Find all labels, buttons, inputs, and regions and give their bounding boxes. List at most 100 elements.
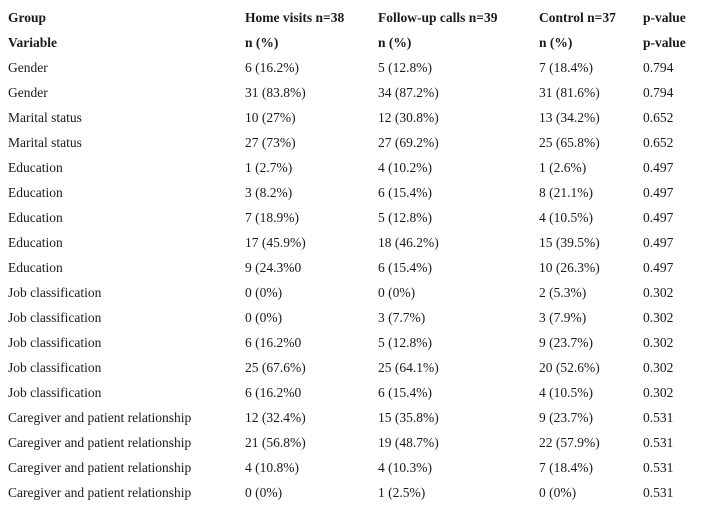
table-cell: 0.497 — [643, 235, 674, 250]
table-cell: 2 (5.3%) — [539, 285, 587, 300]
table-cell: 21 (56.8%) — [245, 435, 306, 450]
table-cell: 6 (15.4%) — [378, 260, 432, 275]
table-cell: Education — [8, 210, 63, 225]
table-cell: 15 (35.8%) — [378, 410, 439, 425]
table-cell: 6 (16.2%0 — [245, 335, 302, 350]
table-cell: Education — [8, 235, 63, 250]
table-cell: 20 (52.6%) — [539, 360, 600, 375]
table-cell: Job classification — [8, 335, 102, 350]
table-cell: 25 (64.1%) — [378, 360, 439, 375]
table-cell: 0 (0%) — [245, 485, 283, 500]
table-cell: 0.497 — [643, 185, 674, 200]
table-cell: 12 (32.4%) — [245, 410, 306, 425]
table-cell: 0.794 — [643, 60, 674, 75]
table-cell: 4 (10.5%) — [539, 385, 593, 400]
table-cell: 6 (15.4%) — [378, 385, 432, 400]
table-cell: 17 (45.9%) — [245, 235, 306, 250]
table-cell: Marital status — [8, 110, 82, 125]
table-cell: 3 (7.9%) — [539, 310, 587, 325]
table-cell: Job classification — [8, 360, 102, 375]
table-cell: 19 (48.7%) — [378, 435, 439, 450]
table-cell: 0.652 — [643, 110, 674, 125]
table-cell: 9 (24.3%0 — [245, 260, 302, 275]
table-cell: 7 (18.4%) — [539, 460, 593, 475]
header-cell: Control n=37 — [539, 10, 616, 25]
table-cell: 0.302 — [643, 360, 674, 375]
header-cell: Follow-up calls n=39 — [378, 10, 498, 25]
table-cell: Gender — [8, 85, 48, 100]
table-cell: 10 (27%) — [245, 110, 296, 125]
table-cell: 27 (73%) — [245, 135, 296, 150]
table-cell: 1 (2.5%) — [378, 485, 426, 500]
table-cell: Education — [8, 260, 63, 275]
table-cell: 0 (0%) — [245, 285, 283, 300]
table-cell: 0.302 — [643, 285, 674, 300]
table-cell: 25 (65.8%) — [539, 135, 600, 150]
table-cell: Job classification — [8, 285, 102, 300]
table-cell: Caregiver and patient relationship — [8, 485, 192, 500]
table-cell: 0.794 — [643, 85, 674, 100]
table-cell: 4 (10.3%) — [378, 460, 432, 475]
table-cell: 8 (21.1%) — [539, 185, 593, 200]
table-cell: Job classification — [8, 310, 102, 325]
table-cell: 0.531 — [643, 410, 674, 425]
table-cell: 7 (18.9%) — [245, 210, 299, 225]
table-cell: Caregiver and patient relationship — [8, 410, 192, 425]
table-cell: 27 (69.2%) — [378, 135, 439, 150]
table-cell: 0.497 — [643, 260, 674, 275]
table-cell: 25 (67.6%) — [245, 360, 306, 375]
table-cell: 10 (26.3%) — [539, 260, 600, 275]
table-cell: 7 (18.4%) — [539, 60, 593, 75]
table-cell: Gender — [8, 60, 48, 75]
table-cell: 0 (0%) — [539, 485, 577, 500]
table-cell: 0.531 — [643, 485, 674, 500]
table-cell: 0.497 — [643, 210, 674, 225]
table-cell: 31 (81.6%) — [539, 85, 600, 100]
table-cell: 3 (7.7%) — [378, 310, 426, 325]
table-cell: Caregiver and patient relationship — [8, 435, 192, 450]
table-cell: 31 (83.8%) — [245, 85, 306, 100]
table-cell: 6 (16.2%0 — [245, 385, 302, 400]
table-cell: 0 (0%) — [378, 285, 416, 300]
header-cell: n (%) — [245, 35, 279, 50]
table-cell: 0.497 — [643, 160, 674, 175]
header-cell: Variable — [8, 35, 58, 50]
header-cell: Home visits n=38 — [245, 10, 345, 25]
table-cell: Caregiver and patient relationship — [8, 460, 192, 475]
table-cell: 0.302 — [643, 310, 674, 325]
table-cell: 4 (10.8%) — [245, 460, 299, 475]
table-cell: 12 (30.8%) — [378, 110, 439, 125]
table-cell: 9 (23.7%) — [539, 410, 593, 425]
table-cell: 3 (8.2%) — [245, 185, 293, 200]
table-cell: Marital status — [8, 135, 82, 150]
table-cell: Education — [8, 160, 63, 175]
table-cell: 0 (0%) — [245, 310, 283, 325]
table-cell: 1 (2.6%) — [539, 160, 587, 175]
table-cell: 0.531 — [643, 460, 674, 475]
table-cell: 5 (12.8%) — [378, 60, 432, 75]
header-cell: n (%) — [378, 35, 412, 50]
table-cell: 34 (87.2%) — [378, 85, 439, 100]
table-cell: 6 (15.4%) — [378, 185, 432, 200]
table-cell: 6 (16.2%) — [245, 60, 299, 75]
table-cell: 15 (39.5%) — [539, 235, 600, 250]
table-cell: Education — [8, 185, 63, 200]
table-cell: 0.652 — [643, 135, 674, 150]
table-cell: 9 (23.7%) — [539, 335, 593, 350]
header-cell: n (%) — [539, 35, 573, 50]
table-cell: 13 (34.2%) — [539, 110, 600, 125]
table-cell: Job classification — [8, 385, 102, 400]
table-cell: 5 (12.8%) — [378, 210, 432, 225]
table-cell: 4 (10.5%) — [539, 210, 593, 225]
header-cell: p-value — [643, 35, 686, 50]
table-cell: 0.531 — [643, 435, 674, 450]
header-cell: Group — [8, 10, 47, 25]
table-cell: 18 (46.2%) — [378, 235, 439, 250]
table-cell: 22 (57.9%) — [539, 435, 600, 450]
header-cell: p-value — [643, 10, 686, 25]
table-cell: 5 (12.8%) — [378, 335, 432, 350]
table-cell: 4 (10.2%) — [378, 160, 432, 175]
table-cell: 1 (2.7%) — [245, 160, 293, 175]
table-cell: 0.302 — [643, 385, 674, 400]
